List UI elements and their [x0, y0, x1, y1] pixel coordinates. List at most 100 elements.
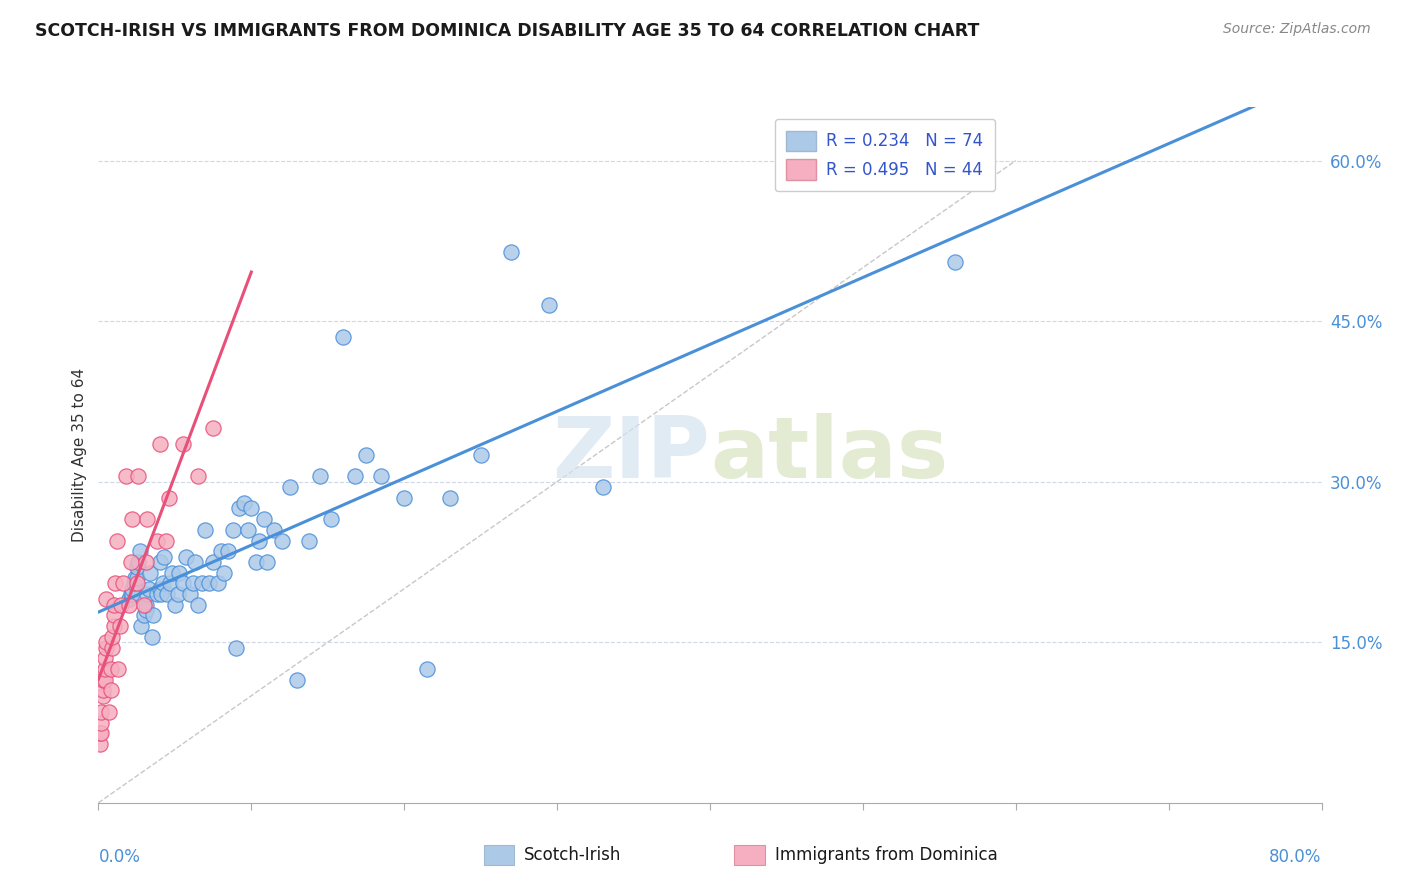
Point	[90, 715, 112, 730]
Point	[270, 533, 292, 548]
Point	[128, 544, 150, 558]
Point	[115, 469, 138, 483]
Point	[149, 555, 172, 569]
Point	[103, 598, 125, 612]
Point	[160, 566, 183, 580]
Point	[245, 555, 267, 569]
Point	[98, 705, 121, 719]
Point	[94, 635, 117, 649]
Point	[202, 421, 225, 435]
Point	[309, 469, 332, 483]
Point	[110, 598, 132, 612]
Point	[103, 619, 125, 633]
Point	[129, 619, 152, 633]
Point	[118, 598, 141, 612]
Point	[167, 587, 190, 601]
Point	[135, 598, 157, 612]
FancyBboxPatch shape	[734, 845, 765, 865]
Point	[159, 576, 181, 591]
Point	[157, 491, 180, 505]
Point	[344, 469, 367, 483]
Point	[94, 640, 117, 655]
Text: Scotch-Irish: Scotch-Irish	[524, 846, 621, 864]
Point	[285, 673, 308, 687]
Point	[256, 555, 278, 569]
Point	[136, 512, 159, 526]
Point	[93, 662, 115, 676]
Point	[149, 582, 172, 596]
Point	[298, 533, 321, 548]
Point	[141, 630, 163, 644]
Point	[89, 726, 111, 740]
FancyBboxPatch shape	[484, 845, 515, 865]
Point	[104, 576, 127, 591]
Point	[105, 533, 128, 548]
Text: 80.0%: 80.0%	[1270, 848, 1322, 866]
Point	[108, 619, 131, 633]
Point	[470, 448, 492, 462]
Point	[120, 587, 142, 601]
Point	[121, 582, 143, 596]
Point	[370, 469, 392, 483]
Point	[135, 603, 157, 617]
Text: Immigrants from Dominica: Immigrants from Dominica	[775, 846, 998, 864]
Point	[240, 501, 263, 516]
Point	[501, 244, 523, 259]
Point	[90, 726, 112, 740]
Point	[125, 560, 148, 574]
Point	[145, 533, 167, 548]
Point	[263, 523, 285, 537]
Point	[135, 555, 157, 569]
Point	[592, 480, 614, 494]
Point	[225, 640, 247, 655]
Point	[127, 555, 149, 569]
Point	[172, 576, 194, 591]
Point	[156, 587, 179, 601]
Point	[354, 448, 377, 462]
Point	[89, 737, 111, 751]
Point	[149, 437, 172, 451]
Point	[136, 587, 159, 601]
Point	[332, 330, 354, 344]
Point	[93, 673, 115, 687]
Point	[120, 555, 142, 569]
Point	[181, 576, 204, 591]
Point	[121, 512, 143, 526]
Legend: R = 0.234   N = 74, R = 0.495   N = 44: R = 0.234 N = 74, R = 0.495 N = 44	[775, 119, 995, 191]
Point	[228, 501, 250, 516]
Point	[179, 587, 201, 601]
Text: SCOTCH-IRISH VS IMMIGRANTS FROM DOMINICA DISABILITY AGE 35 TO 64 CORRELATION CHA: SCOTCH-IRISH VS IMMIGRANTS FROM DOMINICA…	[35, 22, 980, 40]
Point	[91, 683, 114, 698]
Text: 0.0%: 0.0%	[98, 848, 141, 866]
Point	[247, 533, 270, 548]
Point	[416, 662, 439, 676]
Point	[174, 549, 197, 564]
Point	[191, 576, 214, 591]
Point	[278, 480, 301, 494]
Point	[207, 576, 229, 591]
Point	[90, 705, 112, 719]
Point	[238, 523, 260, 537]
Point	[392, 491, 416, 505]
Point	[124, 571, 146, 585]
Point	[150, 587, 173, 601]
Point	[217, 544, 239, 558]
Point	[145, 587, 167, 601]
Point	[139, 566, 162, 580]
Point	[103, 608, 125, 623]
Text: ZIP: ZIP	[553, 413, 710, 497]
Point	[93, 651, 115, 665]
Point	[538, 298, 561, 312]
Point	[111, 576, 134, 591]
Y-axis label: Disability Age 35 to 64: Disability Age 35 to 64	[72, 368, 87, 542]
Point	[138, 582, 160, 596]
Point	[184, 555, 207, 569]
Point	[121, 587, 143, 601]
Point	[134, 608, 156, 623]
Point	[100, 662, 122, 676]
Point	[91, 689, 114, 703]
Point	[107, 662, 129, 676]
Point	[943, 255, 966, 269]
Point	[212, 566, 235, 580]
Point	[153, 549, 176, 564]
